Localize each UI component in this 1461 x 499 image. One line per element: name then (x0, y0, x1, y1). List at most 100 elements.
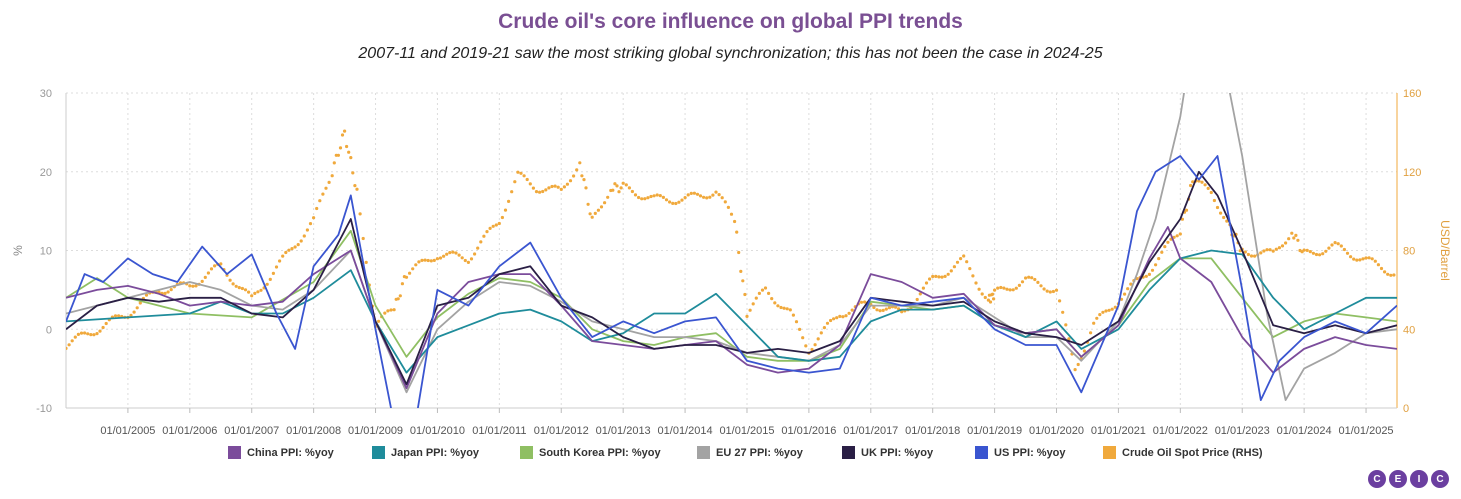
oil-price-point (810, 347, 814, 352)
oil-price-point (819, 331, 823, 335)
oil-price-point (243, 288, 248, 292)
oil-price-point (308, 222, 313, 226)
oil-price-point (482, 234, 486, 238)
oil-price-point (290, 247, 294, 251)
oil-price-point (733, 219, 737, 224)
legend-item-oil[interactable]: Crude Oil Spot Price (RHS) (1103, 446, 1263, 459)
oil-price-point (918, 292, 922, 296)
oil-price-point (315, 206, 319, 211)
y2-tick-label: 120 (1403, 167, 1421, 179)
x-tick-label: 01/01/2018 (905, 425, 960, 437)
oil-price-point (1154, 263, 1158, 267)
oil-price-point (330, 174, 334, 178)
oil-price-point (1123, 292, 1127, 296)
x-tick-label: 01/01/2025 (1339, 425, 1394, 437)
oil-price-point (200, 279, 204, 283)
oil-price-point (590, 215, 594, 219)
logo-letter: C (1431, 470, 1449, 488)
oil-price-point (1178, 232, 1182, 236)
oil-price-point (259, 288, 263, 292)
series-line-us (66, 155, 1397, 408)
oil-price-point (593, 211, 597, 215)
oil-price-point (779, 305, 783, 310)
legend-label-japan: Japan PPI: %yoy (391, 446, 480, 459)
oil-price-point (804, 344, 808, 348)
oil-price-point (603, 201, 607, 205)
oil-price-point (1180, 217, 1184, 221)
legend-item-uk[interactable]: UK PPI: %yoy (842, 446, 933, 459)
legend-item-us[interactable]: US PPI: %yoy (975, 446, 1066, 459)
oil-price-point (1389, 273, 1393, 277)
oil-price-point (575, 168, 579, 172)
legend-label-eu27: EU 27 PPI: %yoy (716, 446, 803, 459)
oil-price-point (1048, 290, 1052, 294)
oil-price-point (101, 325, 105, 330)
y2-axis-title: USD/Barrel (1438, 220, 1452, 281)
oil-price-point (284, 250, 288, 255)
oil-price-point (324, 186, 328, 190)
oil-price-point (974, 281, 978, 285)
oil-price-point (432, 258, 436, 262)
oil-price-point (293, 245, 297, 249)
oil-price-point (191, 284, 195, 288)
legend-item-japan[interactable]: Japan PPI: %yoy (372, 446, 479, 459)
oil-price-point (66, 346, 68, 350)
oil-price-point (1058, 299, 1062, 303)
legend-swatch-korea (520, 446, 533, 459)
oil-price-point (389, 308, 393, 312)
oil-price-point (559, 187, 563, 191)
oil-price-point (287, 248, 291, 252)
oil-price-point (739, 269, 743, 273)
oil-price-point (209, 267, 214, 271)
oil-price-point (1370, 257, 1374, 261)
oil-price-point (832, 317, 836, 321)
oil-price-point (386, 309, 390, 313)
legend-item-china[interactable]: China PPI: %yoy (228, 446, 334, 459)
x-tick-label: 01/01/2014 (658, 425, 713, 437)
oil-price-point (1076, 362, 1080, 367)
oil-price-point (1314, 252, 1319, 257)
legend-item-eu27[interactable]: EU 27 PPI: %yoy (697, 446, 803, 459)
oil-price-point (748, 308, 752, 312)
oil-price-point (1305, 248, 1309, 252)
oil-price-point (250, 294, 254, 298)
oil-price-point (445, 252, 449, 256)
oil-price-point (1024, 276, 1028, 280)
oil-price-point (955, 260, 960, 264)
oil-price-point (479, 240, 483, 244)
oil-price-point (1311, 251, 1315, 255)
x-tick-label: 01/01/2008 (286, 425, 341, 437)
oil-price-point (302, 234, 306, 238)
oil-price-point (1147, 272, 1151, 276)
oil-price-point (1339, 244, 1343, 248)
logo-letter: E (1389, 470, 1407, 488)
oil-price-point (253, 291, 257, 295)
oil-price-point (931, 274, 935, 279)
oil-price-point (1379, 266, 1384, 271)
oil-price-point (1349, 255, 1353, 259)
legend-item-korea[interactable]: South Korea PPI: %yoy (520, 446, 661, 459)
oil-price-point (117, 314, 121, 318)
logo-letter: I (1410, 470, 1428, 488)
oil-price-point (469, 257, 474, 261)
oil-price-point (743, 292, 747, 297)
oil-price-point (383, 311, 387, 315)
oil-price-point (429, 259, 433, 263)
oil-price-point (615, 184, 619, 188)
oil-price-point (782, 306, 786, 310)
oil-price-point (643, 197, 647, 201)
oil-price-point (361, 236, 365, 241)
x-tick-label: 01/01/2010 (410, 425, 465, 437)
oil-price-point (838, 314, 842, 318)
oil-price-point (503, 208, 508, 212)
oil-price-point (213, 264, 217, 268)
x-tick-label: 01/01/2007 (224, 425, 279, 437)
oil-price-point (1355, 258, 1359, 262)
oil-price-point (321, 192, 325, 196)
oil-price-point (528, 182, 532, 186)
oil-price-point (655, 193, 659, 197)
oil-price-point (637, 195, 641, 200)
chart-subtitle: 2007-11 and 2019-21 saw the most strikin… (358, 45, 1103, 62)
oil-price-point (1296, 238, 1300, 242)
oil-price-point (203, 275, 207, 279)
